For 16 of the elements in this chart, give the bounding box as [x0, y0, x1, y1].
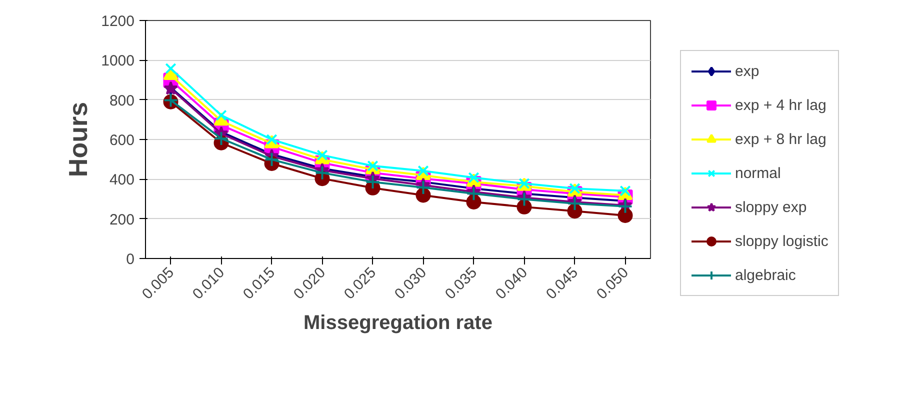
y-tick-label: 800: [109, 92, 135, 110]
legend-label: normal: [735, 164, 781, 182]
y-axis-title: Hours: [63, 102, 94, 178]
y-tick-label: 1000: [101, 52, 135, 70]
x-axis-title: Missegregation rate: [304, 312, 492, 334]
legend-label: exp: [735, 62, 760, 80]
y-tick-label: 0: [126, 251, 134, 268]
y-tick-label: 200: [109, 211, 135, 228]
legend-label: exp + 8 hr lag: [735, 130, 826, 148]
legend-label: algebraic: [735, 266, 796, 284]
y-tick-label: 400: [109, 172, 135, 189]
legend-label: sloppy exp: [735, 198, 807, 216]
legend-label: sloppy logistic: [735, 232, 828, 250]
y-tick-label: 1200: [101, 13, 135, 30]
legend-label: exp + 4 hr lag: [735, 96, 826, 114]
y-tick-label: 600: [109, 132, 135, 149]
